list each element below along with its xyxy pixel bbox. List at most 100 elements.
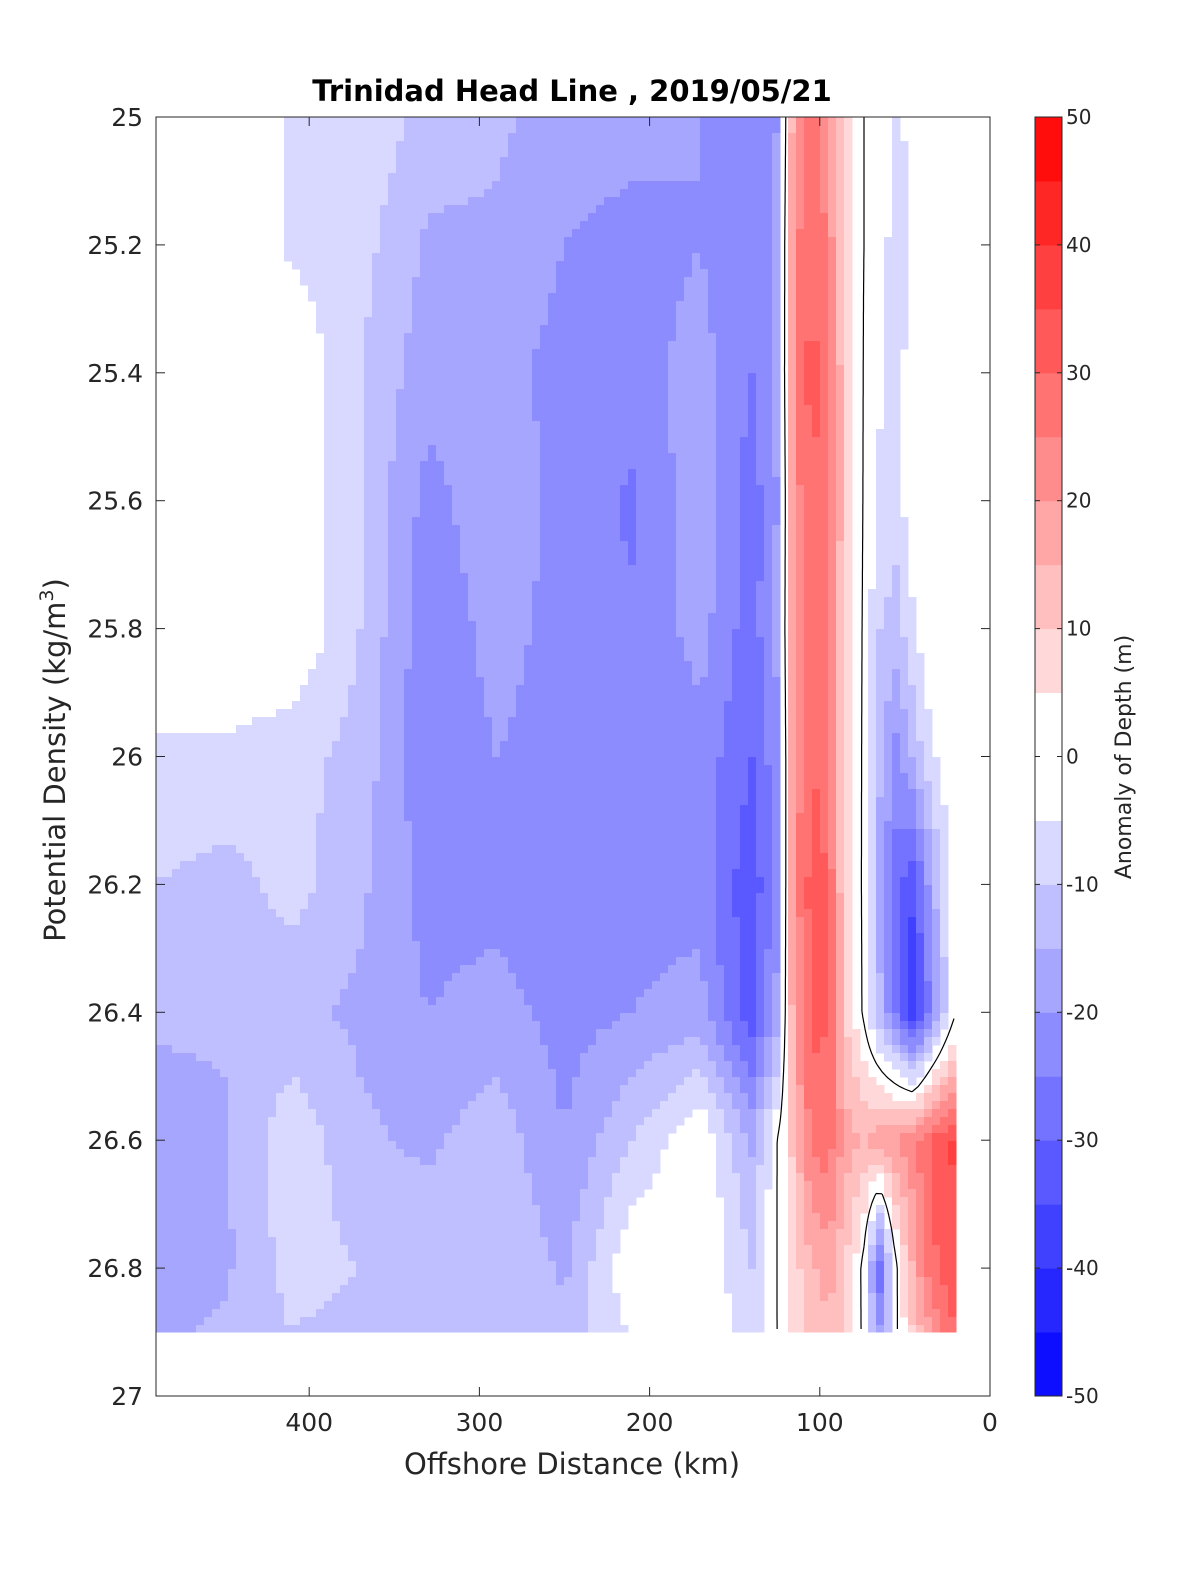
contour-cell [548, 605, 557, 614]
contour-cell [732, 157, 741, 166]
contour-cell [476, 141, 485, 150]
contour-cell [588, 621, 597, 630]
contour-cell [676, 629, 685, 638]
contour-cell [524, 541, 533, 550]
contour-cell [788, 573, 797, 582]
contour-cell [564, 549, 573, 558]
contour-cell [340, 173, 349, 182]
contour-cell [636, 517, 645, 526]
contour-cell [628, 149, 637, 158]
contour-cell [756, 341, 765, 350]
contour-cell [796, 133, 805, 142]
contour-cell [764, 341, 773, 350]
contour-cell [756, 349, 765, 358]
contour-cell [436, 613, 445, 622]
contour-cell [500, 685, 509, 694]
contour-cell [812, 317, 821, 326]
contour-cell [580, 141, 589, 150]
contour-cell [476, 485, 485, 494]
contour-cell [572, 293, 581, 302]
contour-cell [364, 517, 373, 526]
contour-cell [612, 173, 621, 182]
contour-cell [316, 653, 325, 662]
contour-cell [620, 149, 629, 158]
contour-cell [620, 405, 629, 414]
contour-cell [668, 645, 677, 654]
contour-cell [740, 333, 749, 342]
contour-cell [364, 333, 373, 342]
contour-cell [620, 301, 629, 310]
contour-cell [324, 573, 333, 582]
contour-cell [740, 573, 749, 582]
contour-cell [900, 213, 909, 222]
contour-cell [652, 669, 661, 678]
contour-cell [764, 277, 773, 286]
contour-cell [420, 413, 429, 422]
contour-cell [444, 469, 453, 478]
contour-cell [348, 501, 357, 510]
contour-cell [732, 373, 741, 382]
contour-cell [812, 293, 821, 302]
contour-cell [508, 557, 517, 566]
contour-cell [492, 421, 501, 430]
contour-cell [764, 373, 773, 382]
contour-cell [428, 429, 437, 438]
contour-cell [756, 557, 765, 566]
contour-cell [356, 365, 365, 374]
contour-cell [452, 429, 461, 438]
contour-cell [676, 285, 685, 294]
contour-cell [676, 637, 685, 646]
contour-cell [388, 157, 397, 166]
contour-cell [292, 133, 301, 142]
contour-cell [588, 645, 597, 654]
contour-cell [668, 165, 677, 174]
contour-cell [884, 533, 893, 542]
contour-cell [532, 517, 541, 526]
contour-cell [556, 541, 565, 550]
contour-cell [308, 133, 317, 142]
contour-cell [700, 573, 709, 582]
contour-cell [388, 613, 397, 622]
contour-cell [748, 549, 757, 558]
contour-cell [476, 285, 485, 294]
contour-cell [508, 549, 517, 558]
contour-cell [324, 117, 333, 126]
contour-cell [468, 429, 477, 438]
contour-cell [348, 269, 357, 278]
contour-cell [396, 501, 405, 510]
contour-cell [548, 453, 557, 462]
contour-cell [692, 501, 701, 510]
contour-cell [428, 373, 437, 382]
contour-cell [604, 525, 613, 534]
contour-cell [732, 117, 741, 126]
contour-cell [700, 613, 709, 622]
contour-cell [668, 141, 677, 150]
contour-cell [796, 501, 805, 510]
contour-cell [652, 661, 661, 670]
contour-cell [604, 653, 613, 662]
contour-cell [628, 533, 637, 542]
contour-cell [884, 365, 893, 374]
contour-cell [620, 237, 629, 246]
contour-cell [740, 493, 749, 502]
contour-cell [340, 381, 349, 390]
contour-cell [668, 461, 677, 470]
contour-cell [508, 685, 517, 694]
contour-cell [324, 429, 333, 438]
contour-cell [476, 125, 485, 134]
contour-cell [284, 197, 293, 206]
contour-cell [516, 373, 525, 382]
contour-cell [492, 309, 501, 318]
contour-cell [364, 549, 373, 558]
contour-cell [612, 285, 621, 294]
contour-cell [572, 557, 581, 566]
contour-cell [620, 197, 629, 206]
contour-cell [508, 405, 517, 414]
contour-cell [756, 373, 765, 382]
contour-cell [420, 325, 429, 334]
contour-cell [516, 381, 525, 390]
contour-cell [708, 605, 717, 614]
contour-cell [796, 245, 805, 254]
contour-cell [732, 261, 741, 270]
contour-cell [812, 157, 821, 166]
